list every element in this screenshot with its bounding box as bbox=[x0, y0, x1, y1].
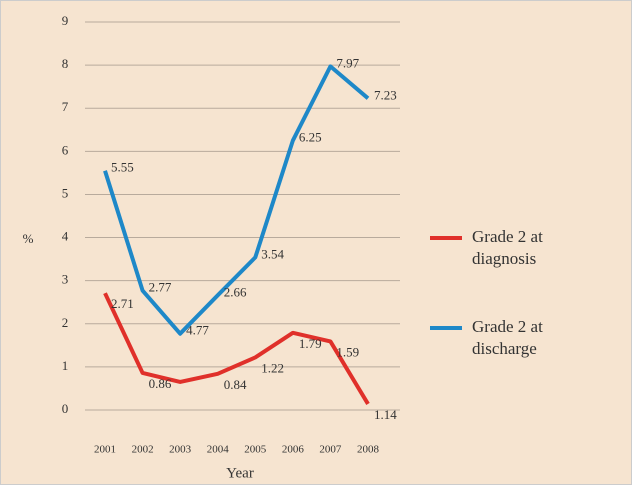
data-label: 1.14 bbox=[374, 407, 397, 422]
series-line bbox=[103, 292, 370, 405]
x-tick-label: 2006 bbox=[282, 444, 305, 456]
data-label: 1.22 bbox=[261, 360, 284, 375]
data-label: 2.66 bbox=[224, 284, 247, 299]
y-tick-label: 7 bbox=[62, 99, 69, 114]
data-label: 5.55 bbox=[111, 160, 134, 175]
data-label: 7.97 bbox=[336, 55, 359, 70]
x-tick-label: 2004 bbox=[207, 444, 230, 456]
y-tick-label: 3 bbox=[62, 272, 69, 287]
y-axis-label: % bbox=[23, 231, 34, 246]
data-label: 2.71 bbox=[111, 296, 134, 311]
y-tick-label: 8 bbox=[62, 56, 69, 71]
data-label: 3.54 bbox=[261, 246, 284, 261]
x-tick-label: 2007 bbox=[319, 444, 342, 456]
x-tick-label: 2008 bbox=[357, 444, 380, 456]
y-tick-label: 2 bbox=[62, 315, 69, 330]
legend-label: Grade 2 at diagnosis bbox=[472, 227, 543, 268]
data-label: 7.23 bbox=[374, 87, 397, 102]
legend-label: Grade 2 at discharge bbox=[472, 317, 543, 358]
y-tick-label: 4 bbox=[62, 229, 69, 244]
data-label: 6.25 bbox=[299, 130, 322, 145]
y-tick-label: 5 bbox=[62, 185, 69, 200]
y-tick-label: 0 bbox=[62, 401, 69, 416]
data-label: 4.77 bbox=[186, 323, 209, 338]
data-label: 1.79 bbox=[299, 336, 322, 351]
x-axis-label: Year bbox=[226, 465, 254, 481]
data-label: 1.59 bbox=[336, 344, 359, 359]
y-tick-label: 1 bbox=[62, 358, 69, 373]
x-tick-label: 2001 bbox=[94, 444, 116, 456]
y-tick-label: 6 bbox=[62, 142, 69, 157]
data-label: 2.77 bbox=[149, 280, 172, 295]
x-tick-label: 2005 bbox=[244, 444, 267, 456]
series-line bbox=[103, 64, 370, 336]
data-label: 0.86 bbox=[149, 376, 172, 391]
y-tick-label: 9 bbox=[62, 13, 69, 28]
x-tick-label: 2002 bbox=[132, 444, 154, 456]
x-tick-label: 2003 bbox=[169, 444, 192, 456]
data-label: 0.84 bbox=[224, 377, 247, 392]
